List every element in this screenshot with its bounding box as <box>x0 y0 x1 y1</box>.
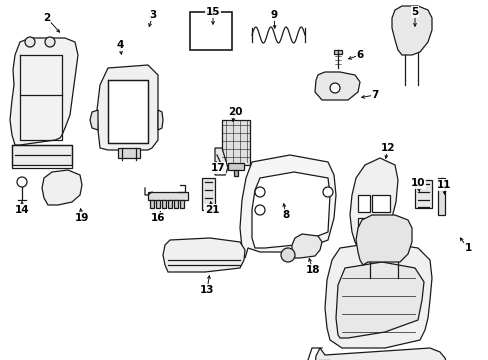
Polygon shape <box>158 110 163 130</box>
Polygon shape <box>12 145 72 165</box>
Text: 1: 1 <box>464 243 470 253</box>
Circle shape <box>25 37 35 47</box>
Polygon shape <box>90 110 98 130</box>
Polygon shape <box>371 195 389 212</box>
Polygon shape <box>198 18 202 28</box>
Text: 19: 19 <box>75 213 89 223</box>
Text: 12: 12 <box>380 143 394 153</box>
Text: 10: 10 <box>410 178 425 188</box>
Text: 21: 21 <box>204 205 219 215</box>
Text: 16: 16 <box>150 213 165 223</box>
Polygon shape <box>357 218 389 230</box>
Text: 3: 3 <box>149 10 156 20</box>
Text: 7: 7 <box>370 90 378 100</box>
Polygon shape <box>163 238 244 272</box>
Polygon shape <box>355 215 411 265</box>
Polygon shape <box>202 178 215 210</box>
Circle shape <box>45 37 55 47</box>
Polygon shape <box>357 195 369 212</box>
Circle shape <box>281 248 294 262</box>
Polygon shape <box>215 148 227 175</box>
Circle shape <box>254 205 264 215</box>
Circle shape <box>254 187 264 197</box>
Polygon shape <box>391 6 431 55</box>
Text: 14: 14 <box>15 205 29 215</box>
Polygon shape <box>10 38 78 145</box>
Polygon shape <box>335 262 423 338</box>
Text: 17: 17 <box>210 163 225 173</box>
Text: 6: 6 <box>356 50 363 60</box>
Text: 5: 5 <box>410 7 418 17</box>
Polygon shape <box>203 18 224 42</box>
Bar <box>190 12 231 50</box>
Polygon shape <box>325 242 431 348</box>
Polygon shape <box>240 155 335 258</box>
Polygon shape <box>162 200 165 208</box>
Polygon shape <box>108 80 148 143</box>
Text: 4: 4 <box>116 40 123 50</box>
Polygon shape <box>174 200 178 208</box>
Text: 11: 11 <box>436 180 450 190</box>
Text: 20: 20 <box>227 107 242 117</box>
Polygon shape <box>156 200 160 208</box>
Text: 2: 2 <box>43 13 51 23</box>
Polygon shape <box>414 180 431 208</box>
Text: 9: 9 <box>270 10 277 20</box>
Text: 13: 13 <box>199 285 214 295</box>
Polygon shape <box>118 148 140 158</box>
Polygon shape <box>227 163 244 170</box>
Polygon shape <box>349 158 397 248</box>
Polygon shape <box>437 178 444 215</box>
Polygon shape <box>234 170 238 176</box>
Circle shape <box>17 177 27 187</box>
Polygon shape <box>251 172 329 248</box>
Polygon shape <box>42 170 82 205</box>
Polygon shape <box>291 234 321 258</box>
Polygon shape <box>150 200 154 208</box>
Circle shape <box>323 187 332 197</box>
Polygon shape <box>314 348 447 360</box>
Polygon shape <box>333 50 341 54</box>
Polygon shape <box>314 72 359 100</box>
Text: 18: 18 <box>305 265 320 275</box>
Text: 8: 8 <box>282 210 289 220</box>
Polygon shape <box>168 200 172 208</box>
Polygon shape <box>97 65 158 150</box>
Circle shape <box>329 83 339 93</box>
Polygon shape <box>148 192 187 200</box>
Polygon shape <box>222 120 249 165</box>
Text: 15: 15 <box>205 7 220 17</box>
Polygon shape <box>180 200 183 208</box>
